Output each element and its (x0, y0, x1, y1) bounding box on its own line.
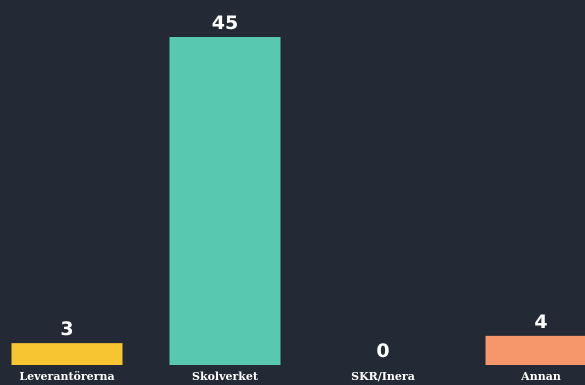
bars-group (11, 37, 585, 365)
value-label-skr-inera: 0 (376, 340, 389, 362)
category-labels-group: Leverantörerna Skolverket SKR/Inera Annan (19, 370, 560, 383)
category-label-leverant-rerna: Leverantörerna (19, 370, 114, 383)
value-label-annan: 4 (534, 311, 547, 333)
category-label-annan: Annan (520, 370, 561, 383)
value-label-skolverket: 45 (212, 12, 238, 34)
bar-annan (485, 335, 585, 365)
value-labels-group: 3 45 0 4 (60, 12, 547, 362)
category-label-skolverket: Skolverket (192, 370, 259, 383)
bar-leverant-rerna (11, 343, 123, 365)
category-label-skr-inera: SKR/Inera (351, 370, 415, 383)
value-label-leverant-rerna: 3 (60, 318, 73, 340)
bar-skolverket (169, 37, 281, 365)
